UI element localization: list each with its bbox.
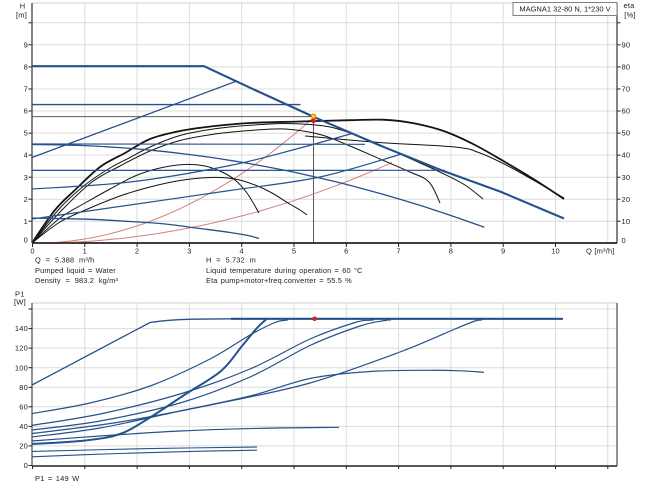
- svg-text:60: 60: [19, 402, 28, 411]
- svg-text:30: 30: [622, 173, 631, 182]
- svg-text:Liquid temperature during oper: Liquid temperature during operation = 60…: [206, 266, 363, 275]
- svg-text:10: 10: [622, 217, 631, 226]
- svg-text:5: 5: [24, 129, 28, 138]
- svg-text:4: 4: [240, 247, 244, 256]
- svg-text:Pumped liquid = Water: Pumped liquid = Water: [35, 266, 116, 275]
- svg-text:60: 60: [622, 107, 631, 116]
- svg-text:6: 6: [344, 247, 348, 256]
- svg-text:Q [m³/h]: Q [m³/h]: [586, 247, 615, 256]
- svg-text:[%]: [%]: [624, 11, 635, 20]
- svg-text:9: 9: [24, 40, 28, 49]
- svg-text:P1 = 149 W: P1 = 149 W: [35, 474, 80, 483]
- svg-text:7: 7: [24, 85, 28, 94]
- svg-text:2: 2: [135, 247, 139, 256]
- svg-text:P1: P1: [15, 290, 25, 299]
- svg-text:H: H: [20, 2, 26, 11]
- svg-text:80: 80: [622, 63, 631, 72]
- svg-text:5: 5: [292, 247, 296, 256]
- svg-text:1: 1: [24, 217, 28, 226]
- svg-text:[W]: [W]: [14, 298, 26, 307]
- svg-text:100: 100: [15, 363, 28, 372]
- svg-text:0: 0: [24, 236, 28, 245]
- svg-text:2: 2: [24, 195, 28, 204]
- svg-text:Eta pump+motor+freq.converter: Eta pump+motor+freq.converter = 55.5 %: [206, 276, 352, 285]
- svg-text:3: 3: [187, 247, 191, 256]
- svg-text:Q = 5.388 m³/h: Q = 5.388 m³/h: [35, 256, 94, 265]
- svg-text:[m]: [m]: [16, 11, 27, 20]
- svg-text:9: 9: [501, 247, 505, 256]
- svg-text:8: 8: [449, 247, 453, 256]
- svg-text:6: 6: [24, 107, 28, 116]
- svg-text:0: 0: [30, 247, 34, 256]
- svg-text:3: 3: [24, 173, 28, 182]
- svg-text:eta: eta: [623, 1, 635, 10]
- svg-text:50: 50: [622, 129, 631, 138]
- svg-text:H = 5.732 m: H = 5.732 m: [206, 256, 256, 265]
- svg-text:0: 0: [24, 461, 28, 470]
- svg-text:40: 40: [19, 422, 28, 431]
- svg-text:90: 90: [622, 40, 631, 49]
- svg-text:4: 4: [24, 151, 28, 160]
- svg-text:80: 80: [19, 383, 28, 392]
- svg-text:140: 140: [15, 324, 28, 333]
- svg-text:MAGNA1 32-80 N, 1*230 V: MAGNA1 32-80 N, 1*230 V: [519, 5, 610, 14]
- svg-text:70: 70: [622, 85, 631, 94]
- svg-text:40: 40: [622, 151, 631, 160]
- svg-text:20: 20: [622, 195, 631, 204]
- svg-text:Density = 983.2 kg/m³: Density = 983.2 kg/m³: [35, 276, 118, 285]
- svg-text:8: 8: [24, 63, 28, 72]
- svg-text:20: 20: [19, 442, 28, 451]
- svg-text:1: 1: [83, 247, 87, 256]
- svg-text:120: 120: [15, 344, 28, 353]
- svg-text:10: 10: [551, 247, 560, 256]
- svg-text:0: 0: [622, 236, 626, 245]
- svg-text:7: 7: [396, 247, 400, 256]
